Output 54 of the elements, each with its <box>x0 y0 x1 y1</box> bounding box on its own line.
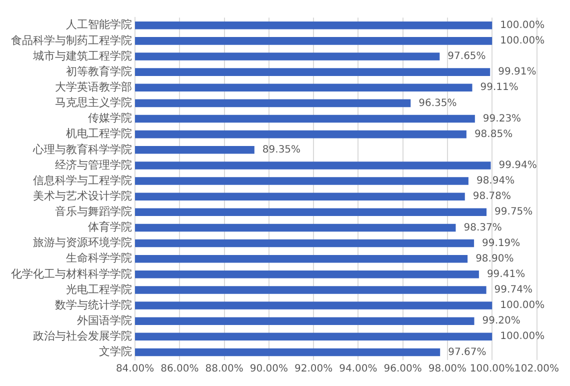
x-tick-label: 94.00% <box>339 364 378 375</box>
data-label: 97.67% <box>448 346 486 358</box>
y-tick-label: 政治与社会发展学院 <box>33 330 132 343</box>
x-tick-label: 84.00% <box>116 364 154 375</box>
x-tick-label: 102.00% <box>514 364 560 375</box>
y-tick-label: 旅游与资源环境学院 <box>33 236 132 250</box>
y-tick-label: 机电工程学院 <box>66 127 132 140</box>
data-label: 100.00% <box>500 331 545 342</box>
y-tick-label: 文学院 <box>99 345 132 358</box>
data-label: 89.35% <box>262 144 301 156</box>
data-label: 99.11% <box>480 82 518 94</box>
data-label: 99.20% <box>482 316 520 327</box>
x-tick-label: 86.00% <box>160 364 199 375</box>
y-tick-label: 大学英语教学部 <box>55 80 132 94</box>
y-tick-label: 经济与管理学院 <box>55 158 132 172</box>
y-tick-label: 化学化工与材料科学学院 <box>11 267 132 280</box>
data-label: 98.85% <box>474 128 513 140</box>
x-tick-label: 96.00% <box>384 364 422 375</box>
data-label: 98.37% <box>464 222 502 234</box>
data-label: 99.94% <box>498 160 537 172</box>
data-label: 98.94% <box>476 176 515 187</box>
data-label: 98.90% <box>476 253 514 264</box>
data-label: 99.19% <box>482 238 520 249</box>
y-tick-label: 音乐与舞蹈学院 <box>55 205 132 218</box>
y-tick-label: 传媒学院 <box>88 112 132 125</box>
y-tick-label: 生命科学学院 <box>66 252 132 265</box>
data-label: 99.23% <box>482 113 522 124</box>
data-label: 100.00% <box>500 36 545 47</box>
data-label: 99.41% <box>486 268 526 280</box>
x-tick-label: 92.00% <box>294 364 333 375</box>
data-label: 100.00% <box>500 300 545 312</box>
data-label: 96.35% <box>418 98 457 109</box>
y-tick-label: 马克思主义学院 <box>55 96 132 110</box>
data-label: 99.91% <box>498 66 536 78</box>
data-label: 97.65% <box>448 51 486 62</box>
y-tick-label: 人工智能学院 <box>66 18 132 32</box>
y-tick-label: 食品科学与制药工程学院 <box>11 34 132 47</box>
x-tick-label: 100.00% <box>470 364 514 375</box>
y-tick-label: 心理与教育科学学院 <box>32 142 132 156</box>
y-tick-label: 城市与建筑工程学院 <box>32 49 132 62</box>
x-tick-label: 88.00% <box>205 364 244 375</box>
x-tick-label: 90.00% <box>250 364 288 375</box>
y-tick-label: 初等教育学院 <box>66 64 132 78</box>
y-tick-label: 数学与统计学院 <box>55 298 132 312</box>
y-tick-label: 信息科学与工程学院 <box>33 174 132 187</box>
data-label: 99.74% <box>494 284 532 296</box>
y-tick-label: 体育学院 <box>88 220 132 234</box>
y-tick-label: 外国语学院 <box>77 314 132 327</box>
data-label: 98.78% <box>472 191 512 202</box>
x-tick-label: 98.00% <box>428 364 467 375</box>
data-label: 99.75% <box>494 206 533 218</box>
y-tick-label: 光电工程学院 <box>66 282 132 296</box>
y-tick-label: 美术与艺术设计学院 <box>33 189 132 202</box>
data-label: 100.00% <box>500 20 545 31</box>
